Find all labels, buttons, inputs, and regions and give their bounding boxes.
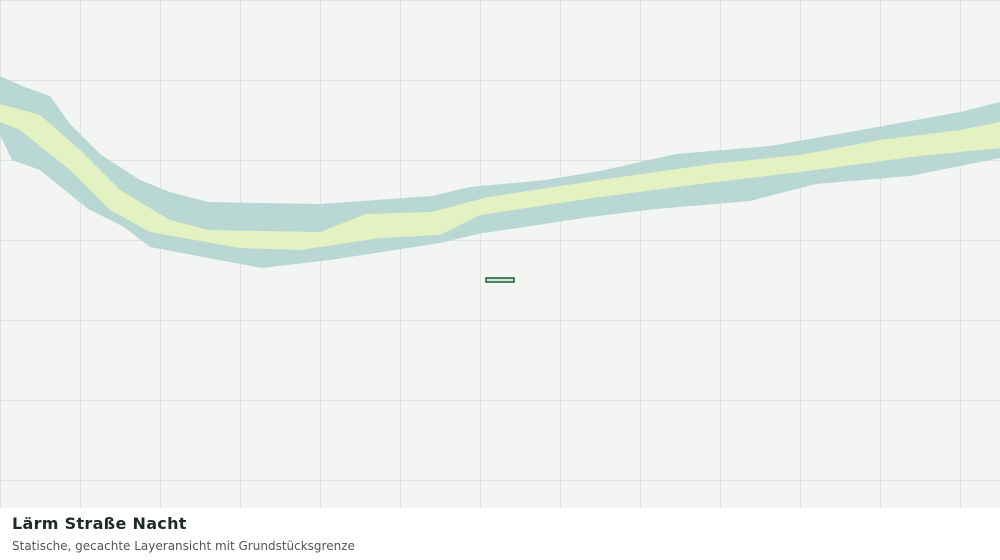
parcel-boundary <box>485 277 515 283</box>
noise-zone-outer <box>0 76 1000 268</box>
layer-subtitle: Statische, gecachte Layeransicht mit Gru… <box>12 539 355 553</box>
tile-grid <box>0 0 1000 508</box>
map-view <box>0 0 1000 508</box>
layer-title: Lärm Straße Nacht <box>12 514 187 533</box>
caption: Lärm Straße Nacht Statische, gecachte La… <box>12 512 988 553</box>
map-background <box>0 0 1000 508</box>
